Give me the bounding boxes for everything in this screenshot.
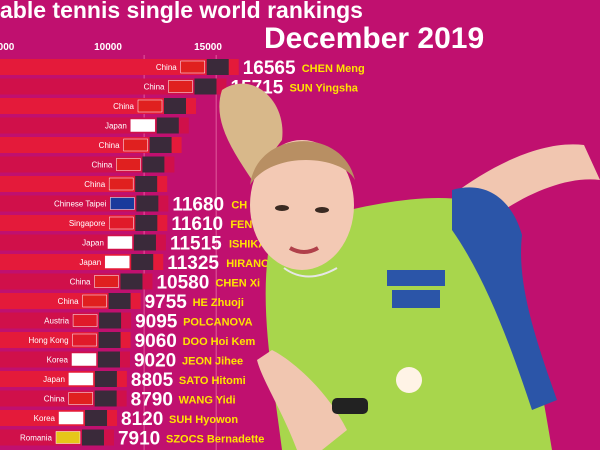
- x-tick-label: 000: [0, 42, 15, 53]
- player-name: HIRANO: [226, 258, 270, 270]
- player-avatar: [131, 254, 154, 270]
- bar: [0, 312, 132, 329]
- flag-icon: [72, 314, 98, 327]
- player-name: DOO Hoi Kem: [183, 336, 256, 348]
- player-avatar: [164, 98, 186, 114]
- value-label: 8805: [131, 370, 174, 391]
- player-name: SUH Hyowon: [169, 414, 238, 426]
- player-avatar: [94, 390, 117, 407]
- player-avatar: [98, 332, 121, 348]
- player-avatar: [136, 195, 159, 212]
- flag-icon: [123, 138, 148, 152]
- country-label: China: [144, 83, 165, 92]
- flag-icon: [55, 431, 81, 444]
- value-label: 11680: [172, 195, 224, 216]
- flag-icon: [58, 411, 84, 425]
- country-label: China: [99, 141, 120, 150]
- flag-icon: [110, 197, 135, 210]
- flag-icon: [108, 177, 134, 191]
- bar: [0, 351, 130, 368]
- country-label: China: [156, 63, 177, 72]
- country-label: China: [113, 102, 134, 111]
- player-name: SZOCS Bernadette: [166, 434, 264, 446]
- value-label: 11515: [170, 234, 222, 255]
- player-avatar: [99, 312, 122, 329]
- country-label: Korea: [47, 356, 69, 365]
- player-avatar: [120, 273, 143, 290]
- country-label: Korea: [34, 414, 56, 423]
- value-label: 10580: [156, 273, 209, 294]
- bar: [0, 332, 131, 348]
- flag-icon: [107, 236, 133, 249]
- country-label: Japan: [43, 375, 65, 384]
- country-label: Japan: [82, 239, 104, 248]
- player-name: SUN Yingsha: [289, 83, 358, 95]
- value-label: 8790: [131, 390, 173, 411]
- player-name: CHEN Meng: [302, 63, 365, 75]
- player-name: JEON Jihee: [182, 356, 243, 368]
- flag-icon: [82, 294, 107, 308]
- country-label: China: [91, 161, 112, 170]
- x-tick-label: 15000: [194, 42, 222, 53]
- flag-icon: [68, 372, 94, 386]
- value-label: 9020: [134, 351, 176, 372]
- value-label: 9060: [135, 331, 177, 352]
- player-name: CHEN Xi: [215, 278, 260, 290]
- value-label: 16565: [243, 58, 296, 79]
- player-avatar: [133, 234, 156, 251]
- country-label: Japan: [79, 258, 101, 267]
- flag-icon: [72, 333, 97, 347]
- flag-icon: [130, 119, 156, 132]
- player-avatar: [206, 59, 229, 75]
- country-label: China: [58, 297, 79, 306]
- player-name: POLCANOVA: [183, 317, 253, 329]
- country-label: Chinese Taipei: [54, 200, 107, 209]
- player-avatar: [85, 410, 108, 426]
- country-label: China: [84, 180, 105, 189]
- date-label: December 2019: [264, 22, 485, 55]
- player-avatar: [81, 429, 104, 446]
- player-avatar: [97, 351, 120, 368]
- player-name: WANG Yidi: [179, 395, 236, 407]
- flag-icon: [94, 275, 119, 288]
- country-label: Romania: [20, 434, 53, 443]
- player-avatar: [135, 215, 158, 231]
- flag-icon: [137, 99, 163, 113]
- player-name: SATO Hitomi: [179, 375, 246, 387]
- player-photo: [219, 83, 600, 450]
- flag-icon: [71, 353, 97, 366]
- country-label: China: [70, 278, 91, 287]
- flag-icon: [104, 255, 130, 269]
- player-avatar: [135, 176, 158, 192]
- flag-icon: [116, 158, 141, 171]
- country-label: Singapore: [69, 219, 106, 228]
- player-avatar: [194, 78, 217, 95]
- value-label: 11610: [171, 214, 223, 235]
- value-label: 9095: [135, 312, 178, 333]
- country-label: China: [44, 395, 65, 404]
- x-tick-label: 10000: [94, 42, 122, 53]
- value-label: 9755: [145, 292, 188, 313]
- chart-title: able tennis single world rankings: [0, 0, 363, 23]
- flag-icon: [180, 60, 205, 74]
- country-label: Austria: [44, 317, 69, 326]
- player-avatar: [156, 117, 179, 134]
- value-label: 11325: [167, 253, 219, 274]
- bar: [0, 59, 239, 75]
- player-avatar: [94, 371, 117, 387]
- player-avatar: [108, 293, 131, 309]
- player-name: ISHIKA: [229, 239, 266, 251]
- country-label: Hong Kong: [29, 336, 69, 345]
- flag-icon: [168, 80, 193, 93]
- country-label: Japan: [105, 122, 127, 131]
- value-label: 7910: [118, 429, 160, 450]
- flag-icon: [68, 392, 93, 405]
- player-name: CH: [231, 200, 247, 212]
- value-label: 8120: [121, 409, 163, 430]
- flag-icon: [109, 216, 134, 230]
- player-avatar: [149, 137, 172, 153]
- player-name: HE Zhuoji: [193, 297, 244, 309]
- player-avatar: [142, 156, 165, 173]
